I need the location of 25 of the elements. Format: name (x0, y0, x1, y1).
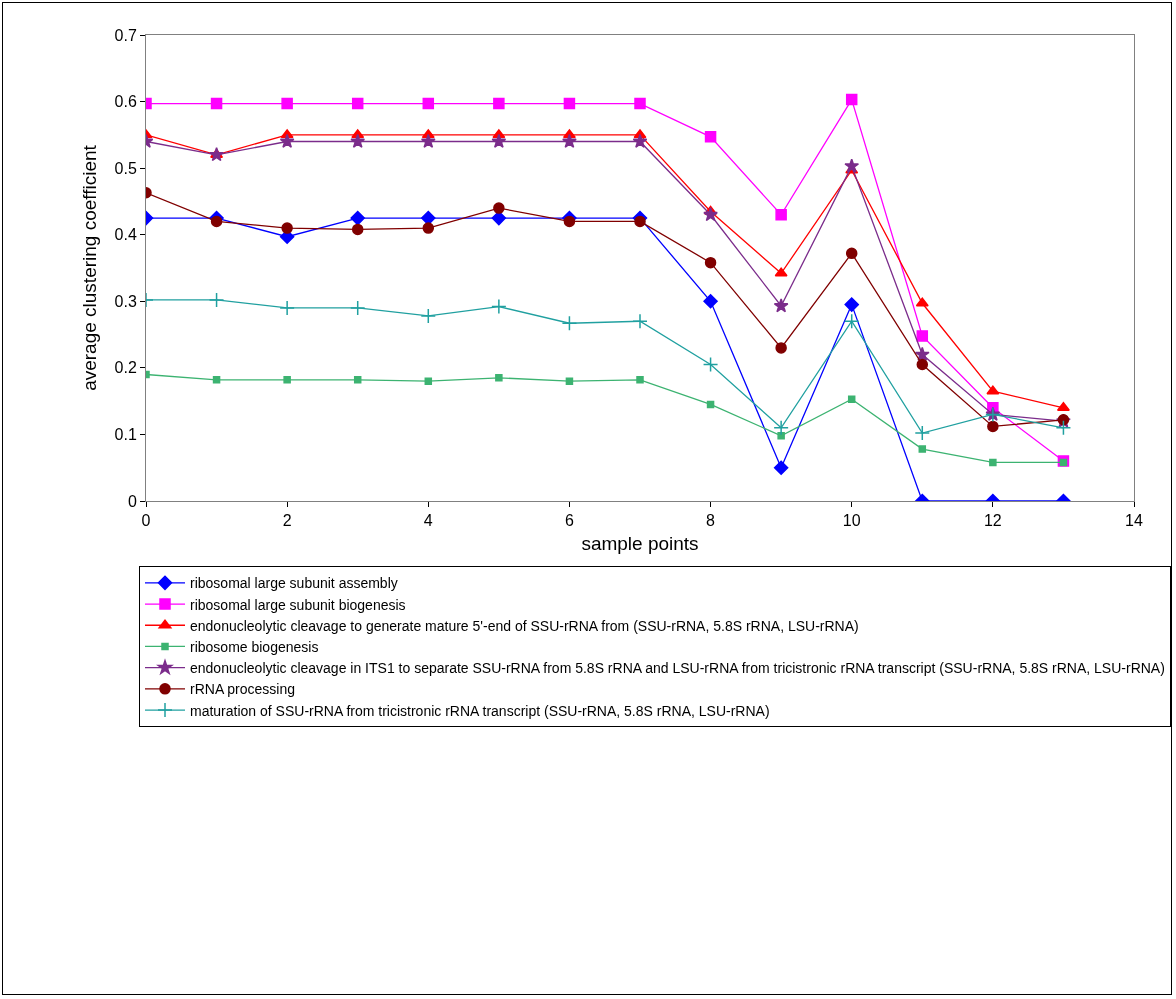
legend-label: rRNA processing (190, 681, 296, 698)
y-axis-title: average clustering coefficient (79, 144, 101, 391)
y-tick-label: 0.4 (114, 226, 137, 244)
legend-label: endonucleolytic cleavage to generate mature 5'-end of SSU-rRNA from (SSU-rRNA, 5.8S rRNA, LSU-rRNA) (190, 617, 859, 634)
y-tick-label: 0.6 (114, 93, 137, 111)
x-tick-label: 6 (564, 512, 574, 530)
x-tick-label: 8 (706, 512, 716, 530)
x-tick-label: 10 (842, 512, 861, 530)
legend-label: ribosome biogenesis (190, 638, 319, 655)
x-axis-title: sample points (581, 533, 699, 554)
x-tick-label: 2 (282, 512, 292, 530)
x-tick-label: 12 (983, 512, 1002, 530)
x-tick-label: 4 (423, 512, 433, 530)
y-tick-label: 0.2 (114, 359, 137, 377)
legend-label: maturation of SSU-rRNA from tricistronic rRNA transcript (SSU-rRNA, 5.8S rRNA, LSU-rRNA) (190, 702, 770, 719)
legend-label: endonucleolytic cleavage in ITS1 to separate SSU-rRNA from 5.8S rRNA and LSU-rRNA from tricistronic rRNA transcript (SSU-rRNA, 5.8S rRNA, LSU-rRNA) (190, 660, 1165, 677)
y-tick-label: 0 (127, 492, 137, 510)
legend-label: ribosomal large subunit assembly (190, 575, 398, 592)
y-tick-label: 0.5 (114, 159, 137, 177)
y-tick-label: 0.7 (114, 26, 137, 44)
x-tick-label: 0 (141, 512, 151, 530)
y-tick-label: 0.1 (114, 426, 137, 444)
legend-label: ribosomal large subunit biogenesis (190, 596, 406, 613)
y-tick-label: 0.3 (114, 292, 137, 310)
x-tick-label: 14 (1125, 512, 1143, 530)
